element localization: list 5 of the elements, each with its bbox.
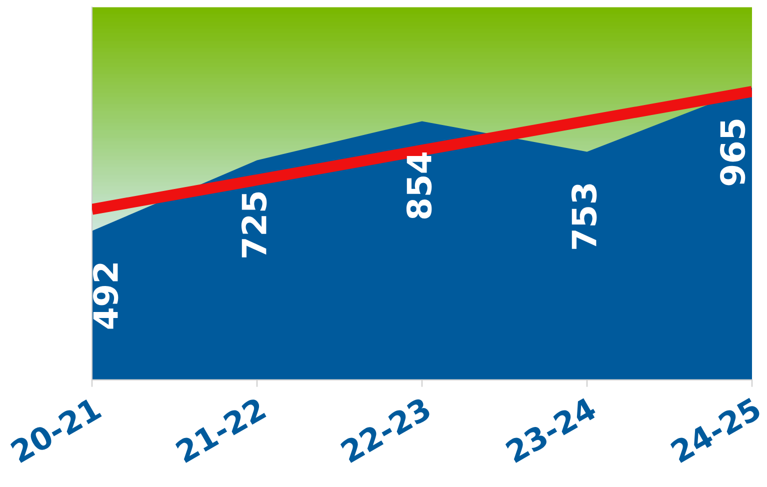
data-label: 854 xyxy=(406,152,432,219)
data-label: 492 xyxy=(92,264,118,329)
data-label: 725 xyxy=(241,192,267,258)
data-label: 965 xyxy=(720,120,746,186)
data-label: 753 xyxy=(571,184,597,249)
